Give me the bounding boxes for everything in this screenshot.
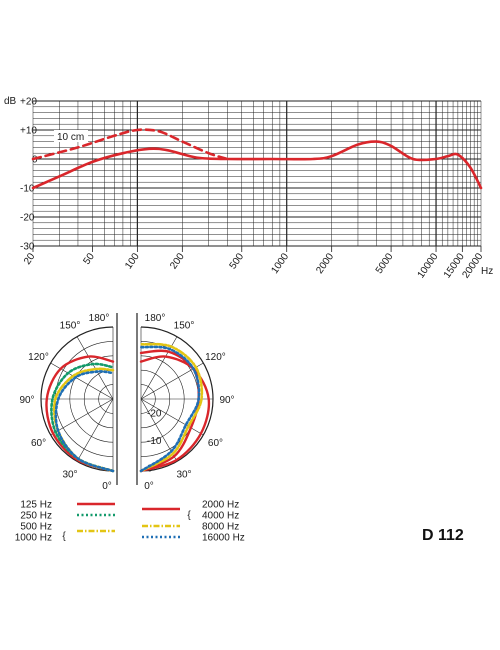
y-tick-label: -20 xyxy=(20,213,35,224)
angle-label-left: 120° xyxy=(28,352,49,363)
angle-label-left: 0° xyxy=(102,481,112,492)
x-axis-unit: Hz xyxy=(481,266,493,277)
angle-label-left: 90° xyxy=(19,395,34,406)
angle-label-right: 150° xyxy=(174,321,195,332)
legend-label: 8000 Hz xyxy=(202,522,239,533)
right-polar-curve-8000hz xyxy=(139,342,204,473)
annotation-bg xyxy=(54,130,88,142)
y-tick-label: -30 xyxy=(20,242,35,253)
legend-brace: { xyxy=(187,510,191,521)
response-curve-10cm xyxy=(31,128,229,161)
legend-brace: { xyxy=(62,531,66,542)
angle-label-right: 120° xyxy=(205,352,226,363)
model-name: D 112 xyxy=(422,527,464,544)
angle-label-left: 60° xyxy=(31,438,46,449)
angle-label-left: 150° xyxy=(60,321,81,332)
legend-label: 125 Hz xyxy=(20,500,52,511)
angle-label-right: 30° xyxy=(176,469,191,480)
legend-label: 2000 Hz xyxy=(202,500,239,511)
left-polar-curve-125hz xyxy=(45,355,115,473)
right-grid-spoke xyxy=(140,398,204,436)
angle-label-right: 60° xyxy=(208,438,223,449)
y-tick-label: 0 xyxy=(32,155,38,166)
angle-label-right: 90° xyxy=(219,395,234,406)
x-tick-label: 50 xyxy=(81,251,97,267)
legend-label: 1000 Hz xyxy=(15,533,52,544)
legend-label: 500 Hz xyxy=(20,522,52,533)
left-grid-spoke xyxy=(76,398,114,462)
radial-label: -10 xyxy=(147,436,162,447)
angle-label-right: 180° xyxy=(145,313,166,324)
right-polar-curve-2000hz xyxy=(139,355,211,473)
x-tick-label: 5000 xyxy=(374,251,396,276)
frequency-curves xyxy=(31,128,483,190)
y-tick-label: +10 xyxy=(20,126,37,137)
radial-label: -20 xyxy=(147,409,162,420)
annotation-10cm: 10 cm xyxy=(57,132,84,143)
x-tick-label: 100 xyxy=(123,251,142,271)
x-tick-label: 200 xyxy=(168,251,187,271)
legend-label: 16000 Hz xyxy=(202,533,245,544)
x-tick-label: 1000 xyxy=(269,251,291,276)
y-tick-label: -10 xyxy=(20,184,35,195)
legend-label: 4000 Hz xyxy=(202,511,239,522)
legend-label: 250 Hz xyxy=(20,511,52,522)
angle-label-right: 0° xyxy=(144,481,154,492)
right-polar-curve-16000hz xyxy=(139,345,201,473)
x-tick-label: 2000 xyxy=(314,251,336,276)
x-tick-label: 20 xyxy=(22,251,38,267)
frequency-y-ticks: +20 +10 0 -10 -20 -30 xyxy=(20,97,38,253)
response-curve xyxy=(31,140,483,190)
x-tick-label: 10000 xyxy=(416,251,441,280)
left-polar-curve-250hz xyxy=(50,362,115,473)
polar-plot: 180° 180° 150° 150° 120° 120° 90° 90° 60° 60° 30° 3… xyxy=(19,313,235,492)
y-axis-label: dB xyxy=(4,96,17,107)
left-grid-spoke xyxy=(50,398,114,436)
angle-label-left: 180° xyxy=(89,313,110,324)
angle-label-left: 30° xyxy=(62,469,77,480)
y-tick-label: +20 xyxy=(20,97,37,108)
left-polar-curve-1000hz xyxy=(54,370,115,473)
left-grid-spoke xyxy=(76,336,114,400)
frequency-grid xyxy=(32,100,482,252)
x-tick-label: 500 xyxy=(228,251,247,271)
